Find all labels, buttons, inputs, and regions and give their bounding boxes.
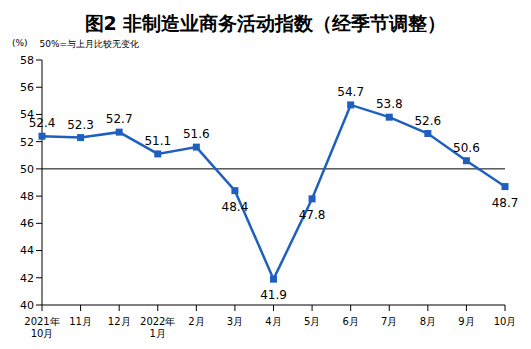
svg-text:40: 40 (20, 299, 34, 312)
svg-text:8月: 8月 (420, 316, 436, 327)
svg-text:54.7: 54.7 (337, 85, 364, 99)
svg-text:44: 44 (20, 244, 34, 257)
svg-text:50: 50 (20, 163, 34, 176)
svg-text:1月: 1月 (150, 328, 166, 339)
svg-text:52.3: 52.3 (67, 118, 94, 132)
svg-text:2022年: 2022年 (140, 316, 175, 327)
svg-text:42: 42 (20, 272, 34, 285)
svg-text:47.8: 47.8 (299, 208, 326, 222)
svg-text:46: 46 (20, 217, 34, 230)
svg-text:7月: 7月 (381, 316, 397, 327)
svg-text:5月: 5月 (304, 316, 320, 327)
svg-text:48.4: 48.4 (222, 200, 249, 214)
svg-text:41.9: 41.9 (260, 288, 287, 302)
svg-text:50.6: 50.6 (453, 141, 480, 155)
svg-text:52.6: 52.6 (414, 114, 441, 128)
svg-text:2月: 2月 (188, 316, 204, 327)
svg-text:9月: 9月 (458, 316, 474, 327)
svg-text:52.4: 52.4 (29, 116, 56, 130)
svg-text:48: 48 (20, 190, 34, 203)
svg-text:6月: 6月 (342, 316, 358, 327)
svg-text:3月: 3月 (227, 316, 243, 327)
svg-text:51.1: 51.1 (144, 134, 171, 148)
svg-text:10月: 10月 (494, 316, 517, 327)
svg-text:48.7: 48.7 (492, 196, 519, 210)
svg-text:4月: 4月 (265, 316, 281, 327)
html-text:图2 非制造业商务活动指数（经季节调整）: 图2 非制造业商务活动指数（经季节调整） (84, 12, 447, 34)
svg-text:53.8: 53.8 (376, 97, 403, 111)
svg-text:52: 52 (20, 136, 34, 149)
svg-text:58: 58 (20, 54, 34, 67)
svg-text:12月: 12月 (108, 316, 131, 327)
svg-text:11月: 11月 (69, 316, 92, 327)
svg-text:54: 54 (20, 108, 34, 122)
svg-text:52.7: 52.7 (106, 112, 133, 126)
svg-text:51.6: 51.6 (183, 127, 210, 141)
svg-text:56: 56 (20, 81, 34, 94)
html-text:50%=与上月比较无变化: 50%=与上月比较无变化 (39, 39, 140, 49)
svg-text:2021年: 2021年 (24, 316, 59, 327)
svg-text:10月: 10月 (31, 328, 54, 339)
